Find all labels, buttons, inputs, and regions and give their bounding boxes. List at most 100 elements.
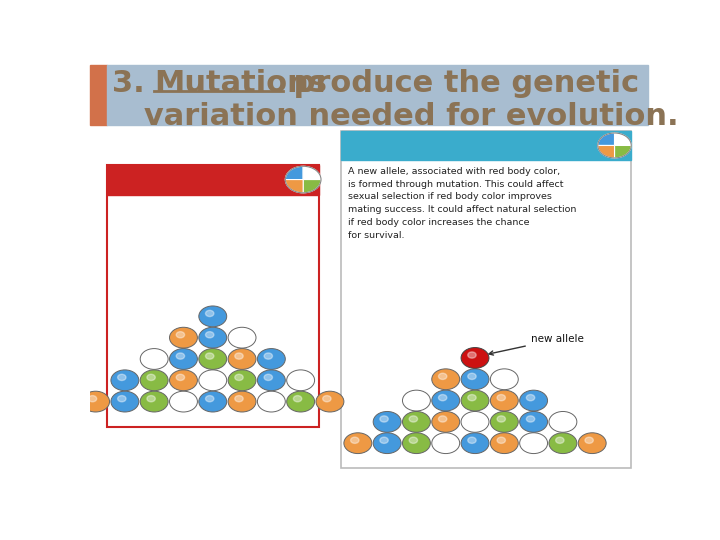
Circle shape (468, 437, 476, 443)
Circle shape (89, 396, 96, 402)
Wedge shape (598, 145, 615, 158)
Circle shape (205, 353, 214, 359)
Circle shape (287, 370, 315, 390)
Circle shape (293, 374, 302, 381)
Wedge shape (303, 180, 321, 193)
Circle shape (316, 391, 344, 412)
Circle shape (205, 332, 214, 338)
Circle shape (461, 411, 489, 432)
Circle shape (520, 390, 547, 411)
Circle shape (556, 437, 564, 443)
Bar (107, 65, 648, 125)
Circle shape (461, 433, 489, 454)
Circle shape (402, 390, 431, 411)
Circle shape (549, 411, 577, 432)
Circle shape (461, 348, 489, 368)
Circle shape (235, 332, 243, 338)
Circle shape (323, 396, 331, 402)
Bar (107, 165, 319, 194)
Circle shape (526, 437, 535, 443)
Circle shape (526, 395, 535, 401)
Wedge shape (285, 180, 303, 193)
Circle shape (235, 396, 243, 402)
Circle shape (235, 353, 243, 359)
Circle shape (526, 416, 535, 422)
FancyBboxPatch shape (107, 165, 319, 427)
Circle shape (264, 374, 272, 381)
Circle shape (176, 374, 184, 381)
Circle shape (438, 395, 447, 401)
Circle shape (380, 416, 388, 422)
Circle shape (556, 416, 564, 422)
Wedge shape (615, 145, 631, 158)
Circle shape (111, 370, 139, 390)
Circle shape (228, 327, 256, 348)
Circle shape (147, 353, 156, 359)
Circle shape (169, 327, 197, 348)
Circle shape (140, 391, 168, 412)
Circle shape (199, 370, 227, 390)
Circle shape (438, 373, 447, 380)
Wedge shape (598, 133, 615, 145)
Circle shape (409, 437, 418, 443)
Circle shape (81, 391, 109, 412)
Circle shape (176, 353, 184, 359)
Circle shape (402, 433, 431, 454)
Text: INITIAL POPULATION: INITIAL POPULATION (117, 174, 238, 185)
Circle shape (147, 374, 156, 381)
Circle shape (497, 373, 505, 380)
Circle shape (497, 437, 505, 443)
Circle shape (228, 349, 256, 369)
Circle shape (293, 396, 302, 402)
Text: A new allele, associated with red body color,
is formed through mutation. This c: A new allele, associated with red body c… (348, 167, 576, 240)
Circle shape (117, 374, 126, 381)
Circle shape (169, 370, 197, 390)
Circle shape (585, 437, 593, 443)
Circle shape (373, 411, 401, 432)
Circle shape (176, 332, 184, 338)
Circle shape (432, 411, 459, 432)
Circle shape (438, 416, 447, 422)
Circle shape (468, 352, 476, 358)
Circle shape (111, 391, 139, 412)
Circle shape (520, 433, 547, 454)
Circle shape (287, 391, 315, 412)
Circle shape (520, 411, 547, 432)
Circle shape (409, 416, 418, 422)
Text: Mutations: Mutations (154, 69, 327, 98)
Circle shape (461, 390, 489, 411)
Circle shape (228, 391, 256, 412)
Wedge shape (303, 166, 321, 180)
Text: 3.: 3. (112, 69, 156, 98)
Circle shape (140, 349, 168, 369)
Circle shape (468, 416, 476, 422)
Circle shape (468, 373, 476, 380)
Circle shape (205, 310, 214, 316)
Circle shape (402, 411, 431, 432)
Circle shape (264, 396, 272, 402)
Wedge shape (615, 133, 631, 145)
Text: MUTATION: MUTATION (351, 140, 416, 151)
Circle shape (432, 433, 459, 454)
Text: new allele: new allele (489, 334, 584, 355)
FancyBboxPatch shape (341, 131, 631, 468)
Bar (90, 65, 107, 125)
Circle shape (147, 396, 156, 402)
Circle shape (258, 391, 285, 412)
Circle shape (228, 370, 256, 390)
Circle shape (490, 390, 518, 411)
Circle shape (490, 369, 518, 390)
Circle shape (380, 437, 388, 443)
Circle shape (409, 395, 418, 401)
Circle shape (490, 433, 518, 454)
Circle shape (117, 396, 126, 402)
Circle shape (461, 369, 489, 390)
Circle shape (264, 353, 272, 359)
Circle shape (432, 390, 459, 411)
Circle shape (199, 306, 227, 327)
Circle shape (199, 391, 227, 412)
Circle shape (468, 395, 476, 401)
Bar (341, 131, 631, 160)
Circle shape (258, 370, 285, 390)
Circle shape (351, 437, 359, 443)
